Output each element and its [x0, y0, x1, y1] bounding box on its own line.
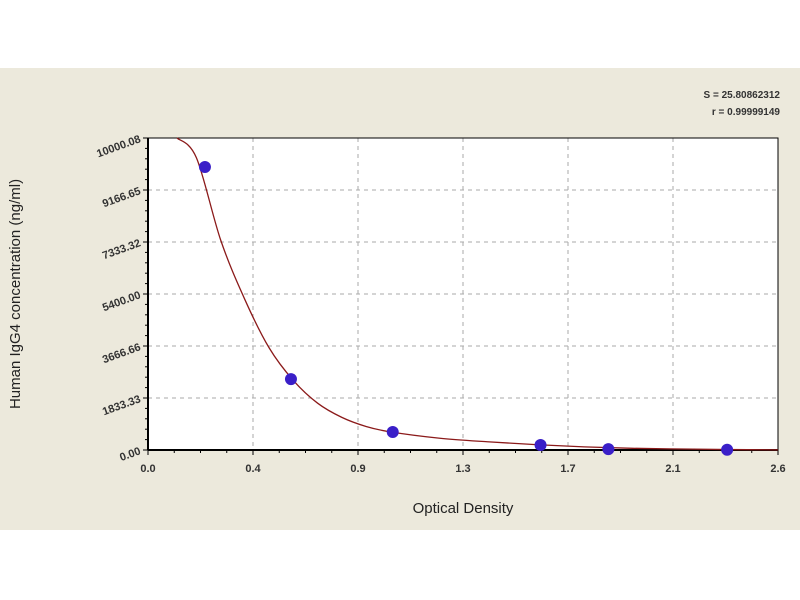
data-point: [534, 439, 547, 452]
x-tick-label: 2.6: [770, 463, 785, 475]
data-point: [602, 443, 615, 456]
fitted-curve: [176, 137, 779, 451]
x-tick-label: 0.4: [245, 463, 261, 475]
y-tick-label: 3666.66: [101, 341, 142, 366]
x-tick-label: 0.9: [350, 463, 365, 475]
data-point: [721, 443, 734, 456]
y-tick-label: 1833.33: [101, 393, 142, 418]
calibration-chart: 0.0 0.4 0.9 1.3 1.7 2.1 2.6 0.00 1833.33 3666.66 5…: [7, 90, 786, 517]
stat-r: r = 0.99999149: [712, 107, 781, 118]
data-point: [198, 161, 211, 174]
x-tick-label: 0.0: [140, 463, 155, 475]
x-axis-label: Optical Density: [413, 500, 514, 517]
chart-panel: 0.0 0.4 0.9 1.3 1.7 2.1 2.6 0.00 1833.33 3666.66 5…: [0, 68, 800, 530]
stat-s: S = 25.80862312: [704, 90, 781, 101]
y-axis-label: Human IgG4 concentration (ng/ml): [7, 179, 24, 409]
y-tick-label: 7333.32: [101, 237, 142, 262]
y-tick-label: 0.00: [118, 445, 142, 464]
y-tick-label: 10000.08: [95, 133, 142, 160]
data-point: [386, 425, 399, 438]
x-tick-label: 2.1: [665, 463, 680, 475]
x-tick-label: 1.7: [560, 463, 575, 475]
data-point: [284, 373, 297, 386]
y-tick-label: 9166.65: [101, 185, 142, 210]
x-tick-label: 1.3: [455, 463, 470, 475]
y-tick-label: 5400.00: [101, 289, 142, 314]
